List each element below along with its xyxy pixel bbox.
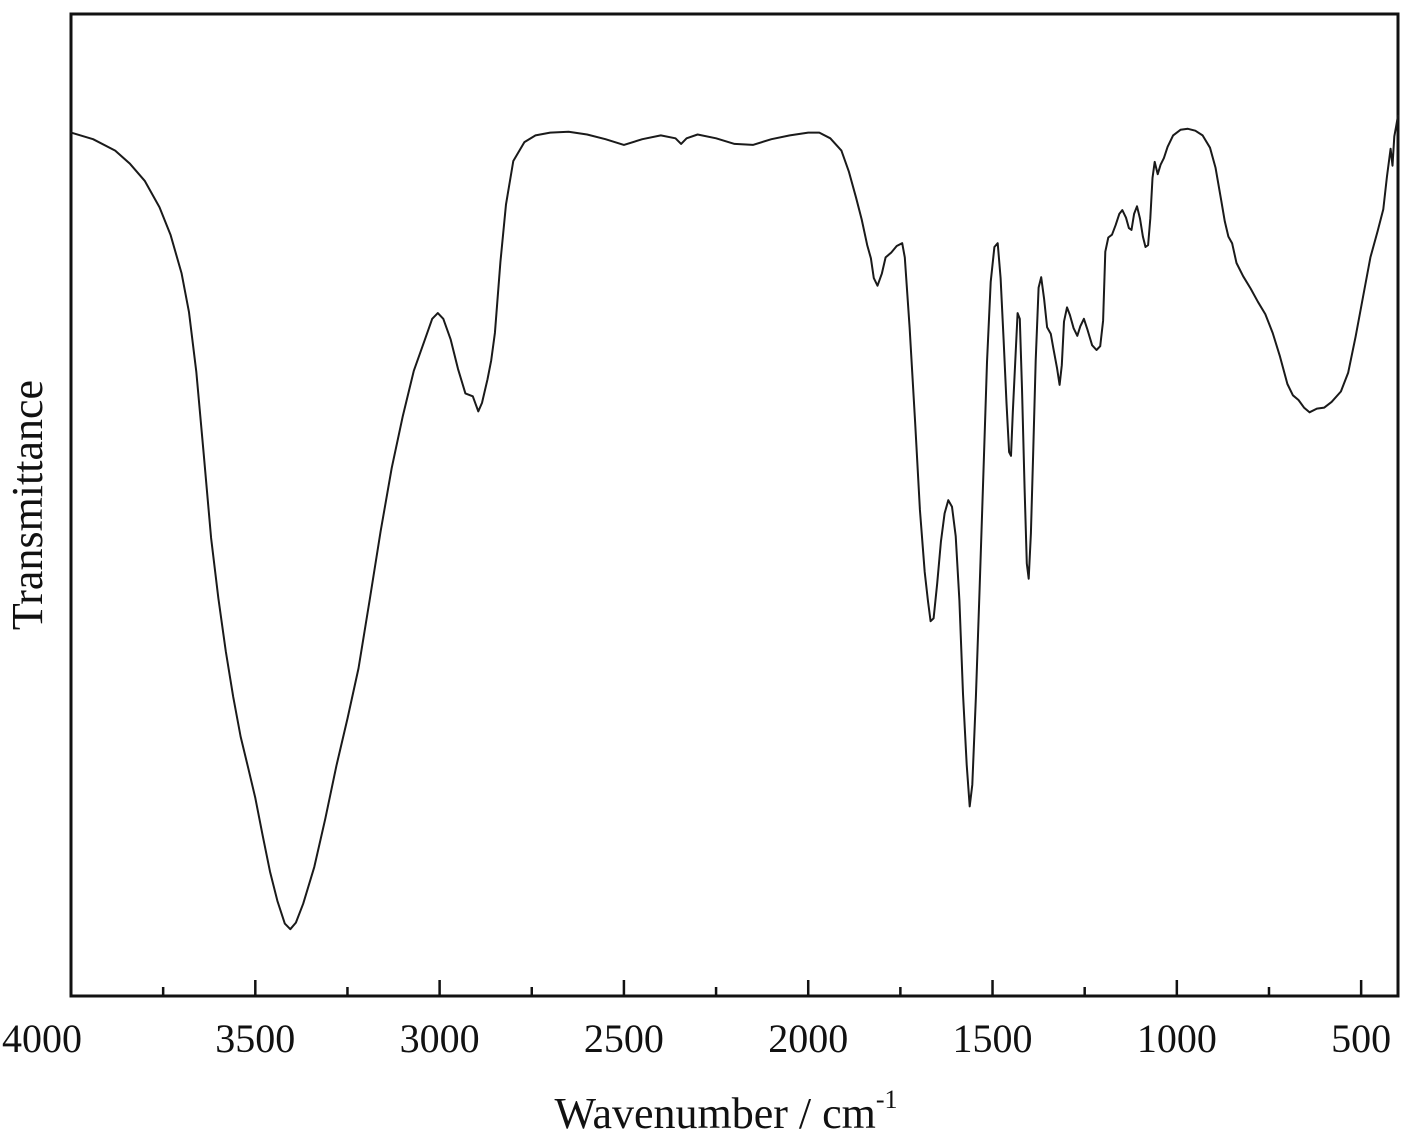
x-axis-ticks [69, 980, 1363, 996]
x-tick-label: 1500 [953, 1016, 1033, 1061]
x-tick-label: 2500 [584, 1016, 664, 1061]
x-tick-label: 500 [1331, 1016, 1391, 1061]
x-axis-title-main: Wavenumber / cm [554, 1089, 875, 1138]
x-axis-title: Wavenumber / cm-1 [554, 1085, 897, 1138]
x-tick-label: 4000 [2, 1016, 82, 1061]
x-tick-label: 3500 [215, 1016, 295, 1061]
x-tick-label: 1000 [1137, 1016, 1217, 1061]
x-axis-title-superscript: -1 [876, 1085, 898, 1114]
x-axis-tick-labels: 4000 3500 3000 2500 2000 1500 1000 500 [2, 1016, 1391, 1061]
x-tick-label: 3000 [400, 1016, 480, 1061]
series-line-spectrum [70, 114, 1399, 931]
plot-area-frame [69, 12, 1400, 998]
x-tick-label: 2000 [768, 1016, 848, 1061]
y-axis-title: Transmittance [3, 380, 52, 630]
